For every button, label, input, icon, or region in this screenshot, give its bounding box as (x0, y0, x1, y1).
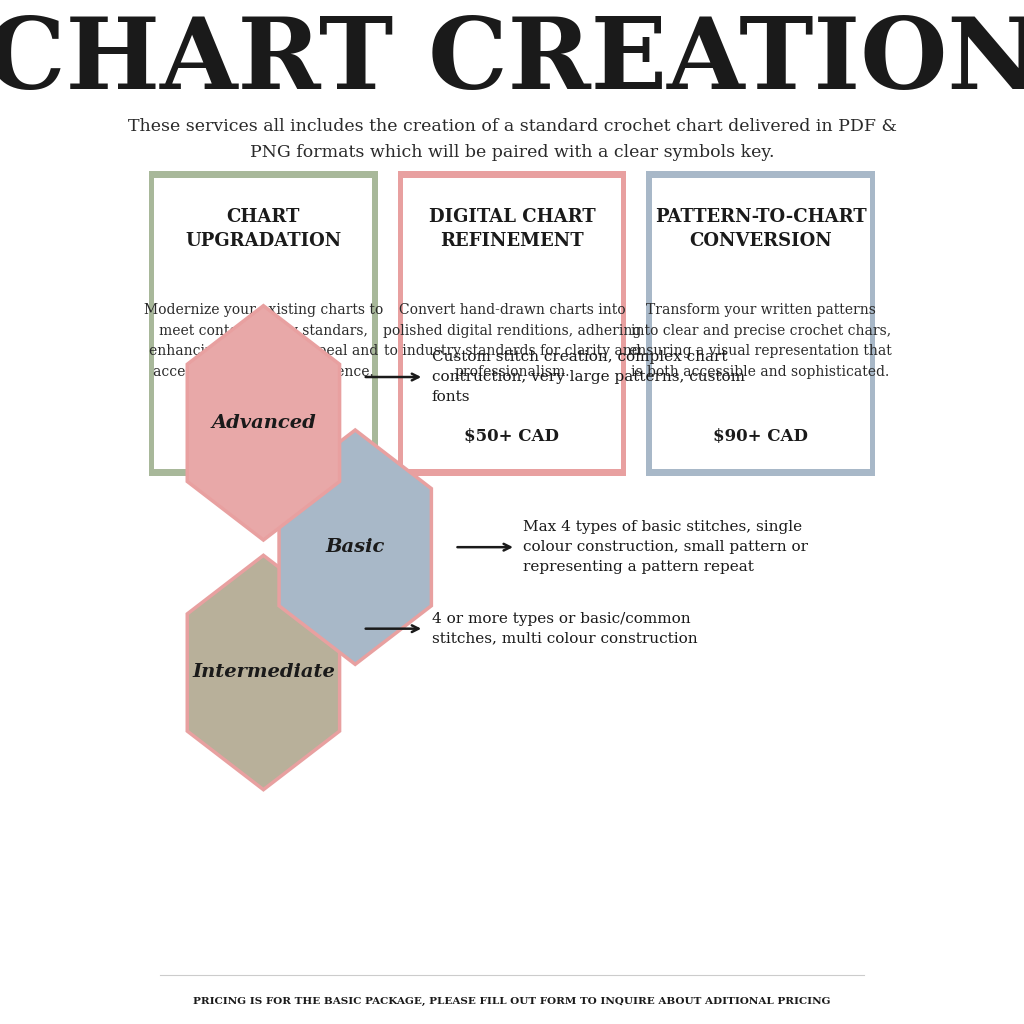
Polygon shape (187, 555, 340, 790)
Text: Max 4 types of basic stitches, single
colour construction, small pattern or
repr: Max 4 types of basic stitches, single co… (523, 520, 809, 574)
Text: Modernize your existing charts to
meet contemporary standars,
enhancing the visu: Modernize your existing charts to meet c… (143, 303, 383, 379)
FancyBboxPatch shape (155, 178, 373, 469)
Text: CHART CREATION: CHART CREATION (0, 12, 1024, 110)
Text: Advanced: Advanced (211, 414, 315, 432)
Polygon shape (279, 430, 431, 665)
FancyBboxPatch shape (150, 171, 378, 476)
Polygon shape (187, 306, 340, 540)
FancyBboxPatch shape (651, 178, 869, 469)
Text: Custom stitch creation, complex chart
contruction, very large patterns, custom
f: Custom stitch creation, complex chart co… (432, 350, 744, 404)
Text: CHART
UPGRADATION: CHART UPGRADATION (185, 209, 342, 250)
Text: DIGITAL CHART
REFINEMENT: DIGITAL CHART REFINEMENT (429, 209, 595, 250)
Text: These services all includes the creation of a standard crochet chart delivered i: These services all includes the creation… (128, 118, 896, 161)
Text: Transform your written patterns
into clear and precise crochet chars,
ensuring a: Transform your written patterns into cle… (629, 303, 892, 379)
Text: Intermediate: Intermediate (191, 664, 335, 682)
Text: $40+ CAD: $40+ CAD (216, 428, 311, 444)
Text: 4 or more types or basic/common
stitches, multi colour construction: 4 or more types or basic/common stitches… (432, 611, 697, 646)
Text: Basic: Basic (326, 539, 385, 556)
FancyBboxPatch shape (646, 171, 874, 476)
FancyBboxPatch shape (403, 178, 621, 469)
Text: PATTERN-TO-CHART
CONVERSION: PATTERN-TO-CHART CONVERSION (654, 209, 866, 250)
Text: $90+ CAD: $90+ CAD (713, 428, 808, 444)
Text: $50+ CAD: $50+ CAD (465, 428, 559, 444)
Text: PRICING IS FOR THE BASIC PACKAGE, PLEASE FILL OUT FORM TO INQUIRE ABOUT ADITIONA: PRICING IS FOR THE BASIC PACKAGE, PLEASE… (194, 997, 830, 1007)
Text: Convert hand-drawn charts into
polished digital renditions, adhering
to industry: Convert hand-drawn charts into polished … (383, 303, 641, 379)
FancyBboxPatch shape (397, 171, 627, 476)
